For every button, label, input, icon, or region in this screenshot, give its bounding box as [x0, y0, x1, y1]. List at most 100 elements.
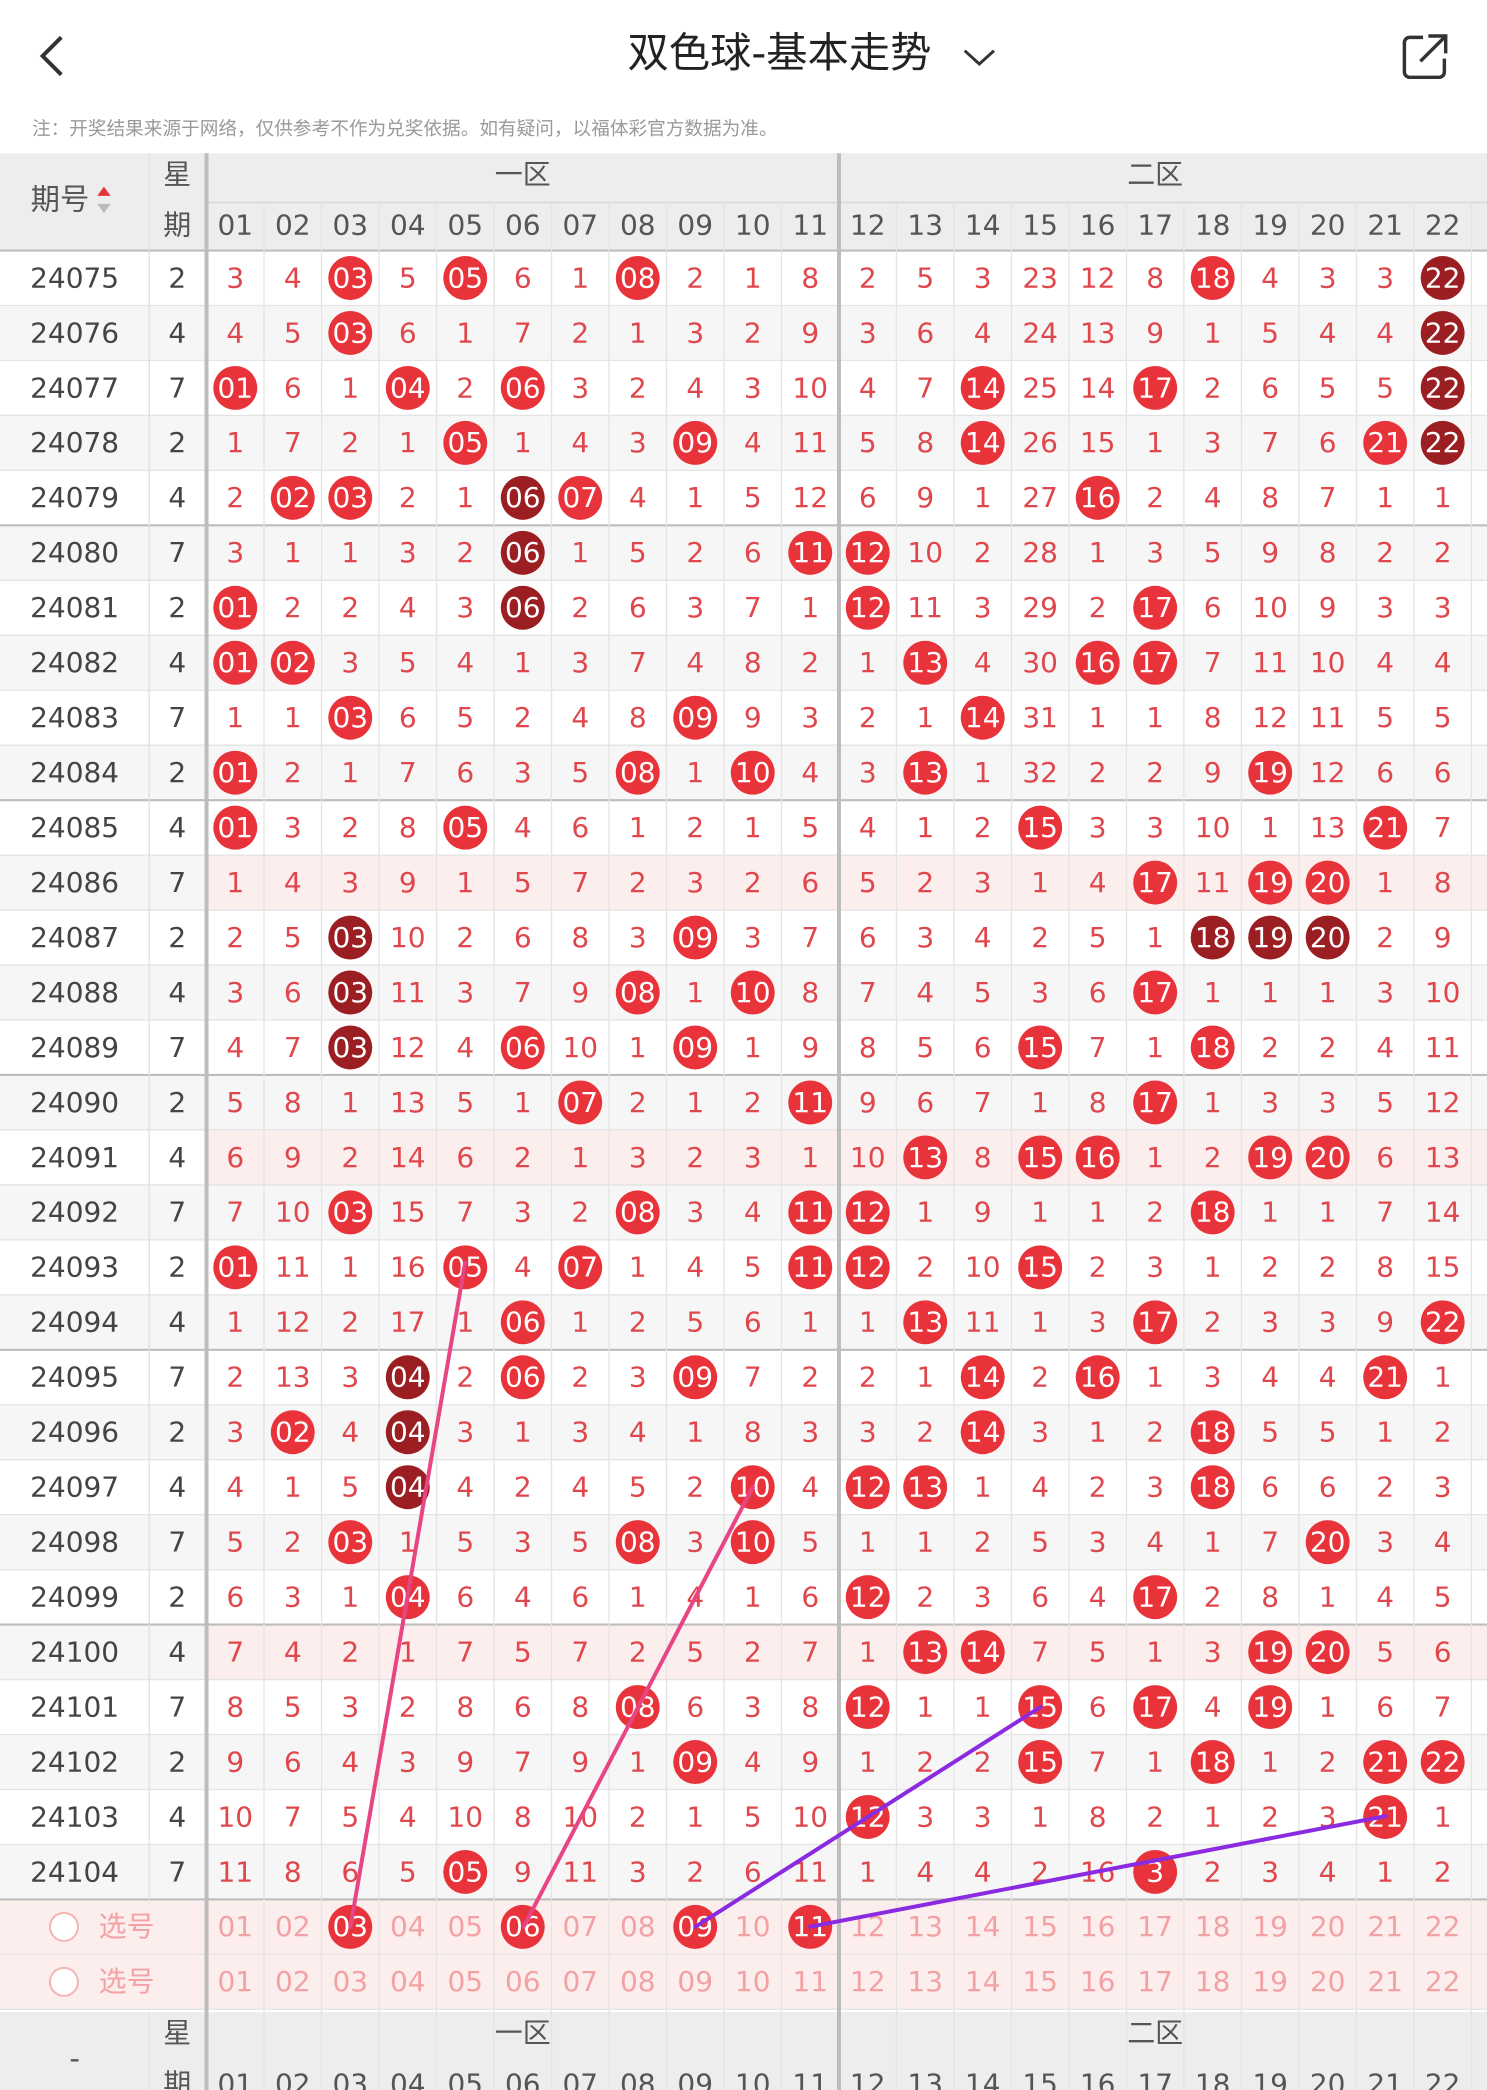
- select-number[interactable]: 02: [275, 1965, 311, 1998]
- miss-count: 6: [1376, 1690, 1394, 1723]
- miss-count: 1: [686, 756, 704, 789]
- select-number[interactable]: 01: [217, 1965, 253, 1998]
- miss-count: 7: [514, 1745, 532, 1778]
- select-number[interactable]: 01: [217, 1910, 253, 1943]
- miss-count: 1: [916, 811, 934, 844]
- hit-number: 07: [562, 481, 598, 514]
- select-number[interactable]: 08: [620, 1910, 656, 1943]
- select-number[interactable]: 15: [1022, 1965, 1058, 1998]
- hit-number: 18: [1195, 1471, 1231, 1504]
- sort-down[interactable]: [97, 203, 111, 214]
- select-radio[interactable]: [48, 1966, 79, 1997]
- select-number[interactable]: 18: [1195, 1965, 1231, 1998]
- miss-count: 8: [1089, 1800, 1107, 1833]
- miss-count: 8: [801, 976, 819, 1009]
- select-number[interactable]: 07: [562, 1910, 598, 1943]
- select-number[interactable]: 11: [792, 1965, 828, 1998]
- miss-count: 4: [744, 426, 762, 459]
- hit-number: 13: [907, 1306, 943, 1339]
- select-number[interactable]: 22: [1425, 1910, 1461, 1943]
- select-number[interactable]: 16: [1080, 1965, 1116, 1998]
- miss-count: 2: [341, 591, 359, 624]
- select-number[interactable]: 05: [447, 1965, 483, 1998]
- select-number[interactable]: 21: [1367, 1965, 1403, 1998]
- miss-count: 4: [226, 1471, 244, 1504]
- hit-number: 14: [965, 701, 1001, 734]
- hit-ball: [903, 750, 948, 795]
- hit-number: 10: [735, 1525, 771, 1558]
- select-number[interactable]: 20: [1310, 1910, 1346, 1943]
- row-background: [0, 1404, 1487, 1460]
- select-number[interactable]: 05: [447, 1910, 483, 1943]
- select-number[interactable]: 19: [1252, 1965, 1288, 1998]
- select-number[interactable]: 10: [735, 1910, 771, 1943]
- miss-count: 9: [801, 1745, 819, 1778]
- miss-count: 2: [1261, 1031, 1279, 1064]
- miss-count: 2: [916, 866, 934, 899]
- select-number[interactable]: 20: [1310, 1965, 1346, 1998]
- column-number: 10: [735, 2067, 771, 2090]
- select-number[interactable]: 09: [677, 1965, 713, 1998]
- select-number[interactable]: 03: [332, 1965, 368, 1998]
- row-background: [0, 1789, 1487, 1845]
- select-label[interactable]: 选号: [99, 1910, 155, 1943]
- weekday: 4: [168, 1306, 186, 1339]
- select-number[interactable]: 18: [1195, 1910, 1231, 1943]
- share-button[interactable]: [1402, 34, 1448, 80]
- select-number[interactable]: 14: [965, 1965, 1001, 1998]
- select-number[interactable]: 04: [390, 1965, 426, 1998]
- row-background: [0, 250, 1487, 306]
- miss-count: 9: [571, 976, 589, 1009]
- select-number[interactable]: 06: [505, 1965, 541, 1998]
- select-number[interactable]: 17: [1137, 1965, 1173, 1998]
- miss-count: 1: [1319, 1690, 1337, 1723]
- miss-count: 7: [571, 1635, 589, 1668]
- hit-ball: [1133, 640, 1178, 685]
- select-number[interactable]: 12: [850, 1965, 886, 1998]
- sort-up[interactable]: [97, 186, 111, 196]
- title-dropdown[interactable]: [963, 49, 995, 66]
- miss-count: 3: [399, 1745, 417, 1778]
- select-number[interactable]: 17: [1137, 1910, 1173, 1943]
- hit-number: 13: [907, 756, 943, 789]
- select-radio[interactable]: [48, 1911, 79, 1942]
- miss-count: 3: [744, 1690, 762, 1723]
- miss-count: 4: [399, 591, 417, 624]
- miss-count: 6: [399, 316, 417, 349]
- select-number[interactable]: 07: [562, 1965, 598, 1998]
- select-number[interactable]: 19: [1252, 1910, 1288, 1943]
- hit-ball: [1248, 1685, 1293, 1730]
- select-number[interactable]: 21: [1367, 1910, 1403, 1943]
- weekday: 2: [168, 1416, 186, 1449]
- select-number[interactable]: 13: [907, 1965, 943, 1998]
- miss-count: 3: [859, 756, 877, 789]
- miss-count: 6: [284, 976, 302, 1009]
- select-number[interactable]: 10: [735, 1965, 771, 1998]
- issue-number: 24092: [30, 1196, 119, 1229]
- hit-ball: [1018, 805, 1063, 850]
- miss-count: 5: [686, 1306, 704, 1339]
- select-number[interactable]: 14: [965, 1910, 1001, 1943]
- miss-count: 6: [1434, 756, 1452, 789]
- select-number[interactable]: 02: [275, 1910, 311, 1943]
- select-number[interactable]: 22: [1425, 1965, 1461, 1998]
- hit-ball: [1420, 310, 1465, 355]
- miss-count: 3: [974, 1580, 992, 1613]
- miss-count: 2: [744, 316, 762, 349]
- miss-count: 8: [801, 1690, 819, 1723]
- miss-count: 15: [1080, 426, 1116, 459]
- select-number[interactable]: 13: [907, 1910, 943, 1943]
- hit-ball: [385, 1410, 430, 1455]
- weekday-header: 星: [163, 158, 191, 191]
- hit-number: 12: [850, 536, 886, 569]
- select-label[interactable]: 选号: [99, 1965, 155, 1998]
- back-button[interactable]: [39, 35, 63, 77]
- select-number[interactable]: 16: [1080, 1910, 1116, 1943]
- select-number[interactable]: 04: [390, 1910, 426, 1943]
- miss-count: 4: [456, 1471, 474, 1504]
- hit-ball: [328, 310, 373, 355]
- select-number[interactable]: 08: [620, 1965, 656, 1998]
- miss-count: 4: [801, 1471, 819, 1504]
- issue-header[interactable]: 期号: [31, 183, 90, 217]
- select-number[interactable]: 15: [1022, 1910, 1058, 1943]
